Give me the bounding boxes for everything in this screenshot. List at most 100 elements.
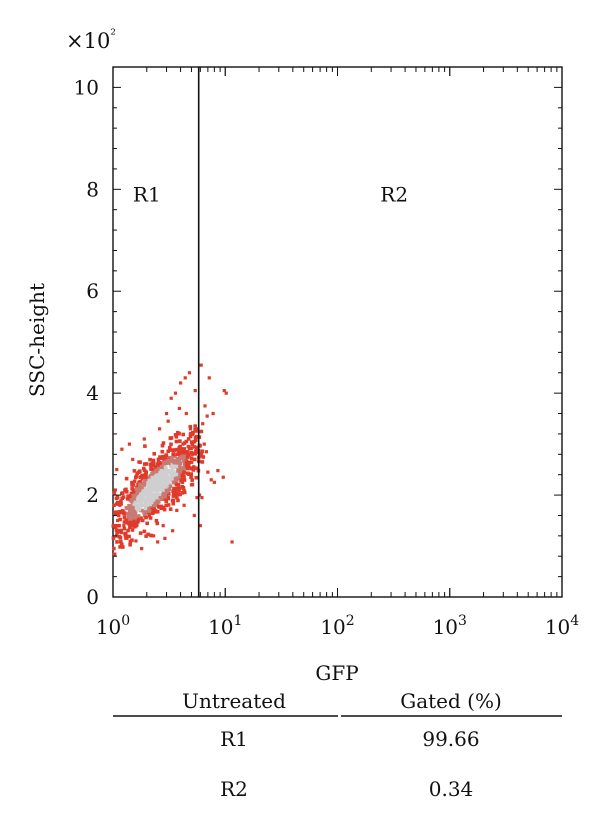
x-tick-label: 101	[208, 613, 242, 639]
density-point	[182, 450, 187, 454]
density-point	[172, 463, 177, 468]
density-point	[136, 518, 141, 522]
density-point	[173, 479, 178, 483]
density-point	[166, 495, 170, 500]
scatter-point	[230, 540, 234, 544]
density-point	[168, 484, 173, 489]
density-point	[140, 473, 145, 478]
density-point	[125, 497, 130, 501]
density-point	[171, 452, 175, 457]
scatter-point	[127, 442, 132, 446]
density-point	[158, 488, 163, 492]
density-point	[160, 479, 164, 484]
scatter-point	[175, 508, 179, 512]
density-point	[150, 471, 154, 476]
scatter-point	[116, 518, 120, 523]
density-point	[137, 507, 142, 512]
density-point	[123, 488, 127, 493]
density-point	[169, 455, 174, 460]
scatter-point	[178, 381, 183, 385]
density-point	[138, 531, 143, 535]
density-point	[172, 460, 176, 465]
density-point	[176, 462, 181, 467]
density-point	[118, 545, 122, 549]
density-point	[130, 486, 135, 491]
density-point	[185, 455, 190, 459]
density-point	[128, 519, 133, 524]
density-point	[164, 466, 168, 470]
density-point	[144, 503, 149, 507]
density-point	[151, 458, 156, 463]
density-point	[146, 498, 150, 502]
scatter-point	[157, 427, 162, 431]
density-point	[131, 488, 136, 493]
density-point	[190, 478, 194, 482]
density-point	[118, 536, 123, 540]
density-point	[150, 496, 155, 501]
density-point	[144, 499, 148, 503]
density-point	[162, 491, 166, 496]
density-point	[178, 492, 182, 497]
density-point	[173, 458, 177, 463]
density-point	[152, 492, 156, 497]
density-point	[156, 457, 161, 462]
density-point	[155, 521, 160, 526]
density-point	[136, 482, 140, 487]
density-point	[180, 484, 185, 489]
density-point	[119, 542, 124, 547]
density-point	[200, 460, 205, 464]
scatter-point	[161, 524, 165, 528]
plot-frame	[112, 66, 563, 598]
density-point	[153, 472, 157, 477]
density-point	[136, 496, 141, 500]
density-point	[162, 457, 166, 461]
density-point	[114, 528, 119, 532]
density-point	[156, 471, 161, 475]
density-cluster-layer	[111, 424, 206, 557]
density-point	[155, 479, 159, 483]
density-point	[144, 515, 148, 520]
scatter-point	[166, 419, 170, 423]
scatter-point	[192, 513, 196, 518]
scatter-point	[205, 414, 209, 418]
density-point	[166, 483, 170, 488]
density-point	[134, 487, 139, 491]
y-axis: 0 2 4 6 8 10	[74, 75, 562, 609]
density-point	[156, 463, 160, 467]
density-point	[154, 499, 159, 503]
density-point	[124, 536, 128, 540]
density-point	[171, 489, 175, 493]
density-point	[164, 456, 168, 460]
density-point	[140, 476, 145, 481]
density-point	[144, 534, 148, 538]
region-label-r2: R2	[380, 182, 408, 206]
scatter-point	[115, 467, 119, 472]
y-tick-label: 8	[86, 177, 99, 201]
density-point	[188, 424, 193, 429]
density-point	[155, 480, 160, 485]
density-point	[178, 452, 182, 456]
density-point	[132, 497, 136, 501]
scatter-point	[200, 496, 204, 500]
density-point	[200, 449, 205, 454]
density-point	[157, 484, 162, 488]
density-point	[169, 470, 173, 475]
density-point	[133, 520, 137, 525]
density-point	[119, 499, 123, 503]
x-tick-label: 103	[433, 613, 467, 639]
scatter-point	[182, 503, 186, 507]
density-point	[157, 504, 161, 509]
density-point	[141, 466, 146, 471]
density-point	[142, 529, 147, 534]
scatter-point	[120, 447, 124, 451]
density-point	[156, 467, 161, 471]
y-tick-label: 0	[86, 585, 99, 609]
density-point	[134, 522, 139, 527]
density-point	[180, 480, 185, 484]
density-point	[175, 447, 179, 452]
scatter-point	[142, 437, 146, 441]
density-point	[151, 467, 155, 472]
table-row-r2-value: 0.34	[429, 777, 474, 801]
density-point	[177, 449, 181, 454]
density-point	[123, 533, 128, 538]
